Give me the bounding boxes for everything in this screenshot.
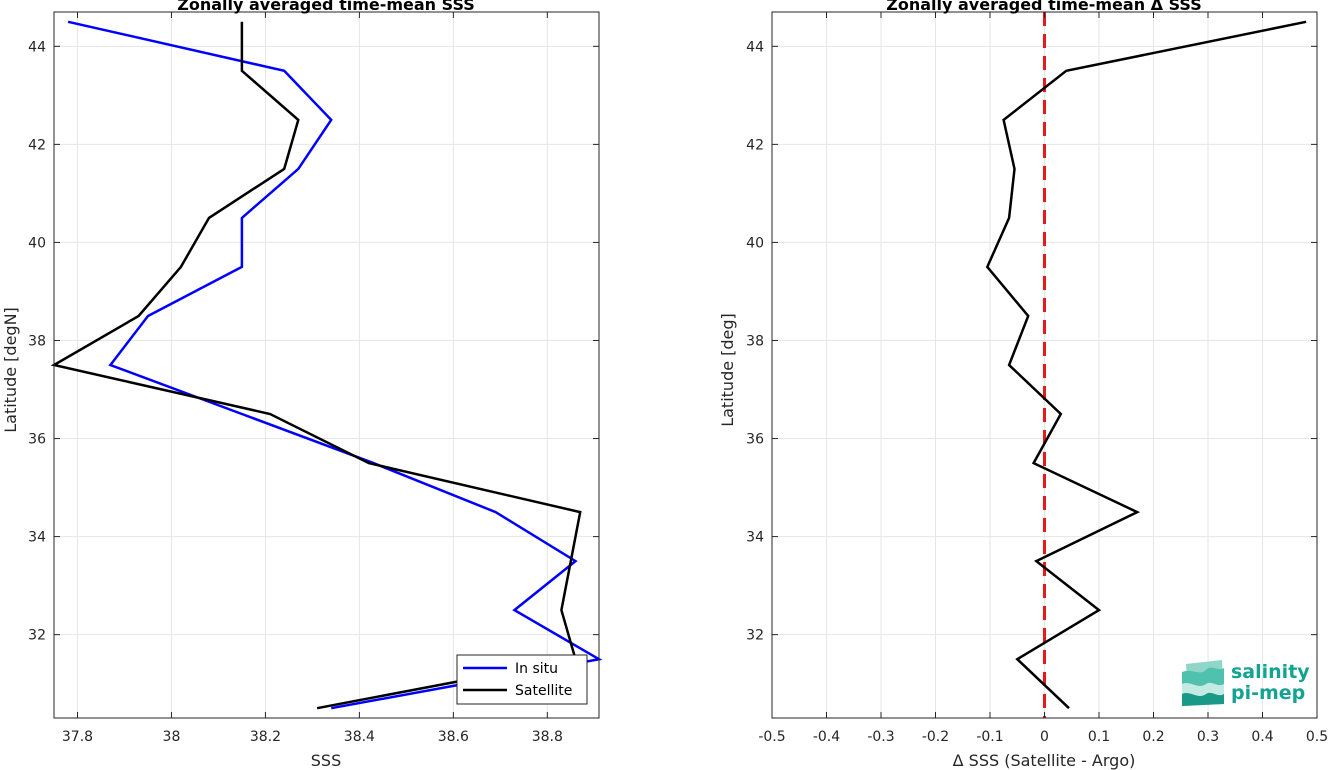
axis-ticks: -0.5 -0.4 -0.3 -0.2 -0.1 0 0.1 0.2 0.3 0.4 0.5 32 34… — [746, 12, 1328, 745]
series-line-series-0 — [985, 20, 1307, 710]
salinity-pi-mep-logo: salinity pi-mep — [1182, 660, 1310, 706]
y-tick-label: 40 — [28, 235, 46, 251]
y-tick-label: 40 — [746, 235, 764, 251]
y-tick-label: 34 — [28, 530, 46, 546]
x-tick-label: 0.3 — [1197, 729, 1219, 745]
x-tick-label: 0.2 — [1142, 729, 1164, 745]
delta-sss-panel: -0.5 -0.4 -0.3 -0.2 -0.1 0 0.1 0.2 0.3 0.4 0.5 32 34… — [718, 0, 1328, 770]
y-tick-label: 42 — [28, 137, 46, 153]
y-tick-label: 36 — [28, 432, 46, 448]
y-tick-label: 38 — [746, 333, 764, 349]
grid-lines — [54, 12, 599, 718]
x-tick-label: 38.6 — [438, 729, 469, 745]
x-tick-label: -0.3 — [867, 729, 894, 745]
legend: In situ Satellite — [456, 654, 588, 705]
x-axis-label: Δ SSS (Satellite - Argo) — [953, 751, 1136, 770]
legend-label-in-situ: In situ — [515, 661, 558, 677]
y-tick-label: 32 — [746, 628, 764, 644]
x-tick-label: 38.2 — [250, 729, 281, 745]
x-tick-label: 0.1 — [1088, 729, 1110, 745]
x-tick-label: -0.4 — [813, 729, 840, 745]
x-tick-label: 37.8 — [62, 729, 93, 745]
y-tick-label: 44 — [746, 39, 764, 55]
x-tick-label: 38.8 — [532, 729, 563, 745]
x-tick-label: 0.4 — [1251, 729, 1273, 745]
chart-title: Zonally averaged time-mean SSS — [177, 0, 475, 14]
chart-title: Zonally averaged time-mean Δ SSS — [886, 0, 1202, 14]
y-tick-label: 34 — [746, 530, 764, 546]
series-layer — [985, 12, 1307, 718]
x-tick-label: 0 — [1040, 729, 1049, 745]
axis-ticks: 37.8 38 38.2 38.4 38.6 38.8 32 34 36 38 40 42 44 — [28, 12, 599, 745]
plot-border — [53, 11, 600, 719]
x-tick-label: -0.1 — [976, 729, 1003, 745]
logo-line2: pi-mep — [1231, 682, 1305, 704]
y-tick-label: 42 — [746, 137, 764, 153]
y-axis-label: Latitude [deg] — [718, 313, 737, 427]
plot-border — [771, 11, 1318, 719]
logo-line1: salinity — [1231, 661, 1310, 683]
series-line-in-situ — [67, 20, 603, 710]
x-tick-label: 38.4 — [344, 729, 375, 745]
y-axis-label: Latitude [degN] — [1, 307, 20, 433]
legend-box — [456, 654, 588, 705]
legend-label-satellite: Satellite — [515, 683, 572, 699]
y-tick-label: 32 — [28, 628, 46, 644]
plot-area — [53, 11, 600, 719]
x-tick-label: -0.5 — [758, 729, 785, 745]
x-axis-label: SSS — [311, 751, 341, 770]
y-tick-label: 44 — [28, 39, 46, 55]
x-tick-label: 0.5 — [1306, 729, 1328, 745]
y-tick-label: 36 — [746, 432, 764, 448]
logo-mark-icon — [1182, 660, 1224, 706]
x-tick-label: 38 — [163, 729, 181, 745]
x-tick-label: -0.2 — [922, 729, 949, 745]
sss-profile-panel: 37.8 38 38.2 38.4 38.6 38.8 32 34 36 38 40 42 44 Zon… — [1, 0, 603, 770]
y-tick-label: 38 — [28, 333, 46, 349]
